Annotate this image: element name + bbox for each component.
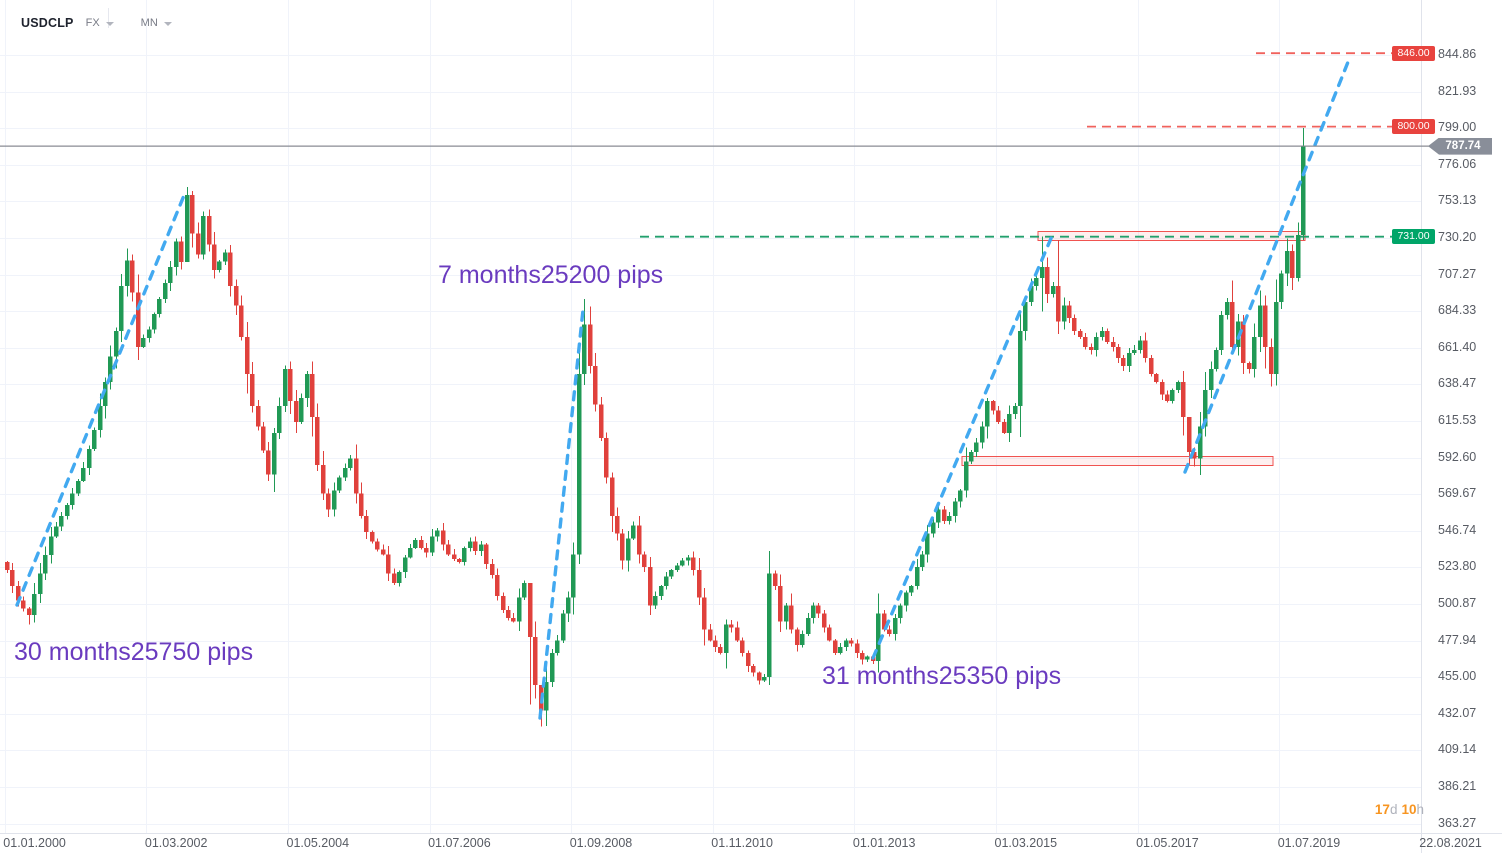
price-axis-label: 799.00 [1438, 120, 1477, 135]
date-axis-label: 01.05.2004 [286, 836, 350, 850]
price-axis-label: 684.33 [1438, 303, 1477, 318]
price-axis-label: 363.27 [1438, 815, 1477, 830]
date-axis-label: 01.01.2000 [3, 836, 66, 850]
price-axis-label: 776.06 [1438, 156, 1477, 171]
date-axis-label: 22.08.2021 [1419, 836, 1482, 850]
price-axis-label: 569.67 [1438, 486, 1477, 501]
price-axis-label: 661.40 [1438, 339, 1477, 354]
chevron-down-icon [163, 21, 172, 26]
trendline-drawing[interactable] [871, 234, 1054, 660]
price-axis-label: 707.27 [1438, 266, 1477, 281]
price-axis-label: 615.53 [1438, 412, 1477, 427]
price-axis-label: 455.00 [1438, 669, 1477, 684]
text-annotation-drawing[interactable]: 31 months25350 pips [822, 662, 1062, 690]
price-axis-label: 477.94 [1438, 632, 1477, 647]
date-axis-label: 01.07.2019 [1277, 836, 1341, 850]
countdown-hours-unit: h [1416, 802, 1424, 817]
price-axis-label: 730.20 [1438, 229, 1477, 244]
target-price-badge: 800.00 [1392, 119, 1435, 135]
price-axis-label: 844.86 [1438, 47, 1477, 61]
price-axis-label: 386.21 [1438, 778, 1477, 793]
price-axis-label: 500.87 [1438, 595, 1477, 610]
date-axis-label: 01.11.2010 [711, 836, 773, 850]
countdown-days-unit: d [1389, 802, 1398, 817]
price-axis-label: 432.07 [1438, 705, 1477, 720]
market-dropdown[interactable]: FX [86, 17, 114, 29]
timeframe-label: MN [140, 17, 158, 29]
candles-layer [5, 128, 1306, 727]
date-axis-label: 01.01.2013 [852, 836, 916, 850]
trendline-drawing[interactable] [538, 308, 585, 720]
text-annotation-drawing[interactable]: 30 months25750 pips [14, 638, 254, 666]
price-axis-label: 546.74 [1438, 522, 1477, 537]
candle-close-countdown: 17d 10h [1375, 802, 1424, 817]
last-price-badge: 787.74 [1428, 137, 1492, 155]
price-axis-label: 638.47 [1438, 376, 1477, 391]
grid-layer [0, 0, 1422, 833]
price-zone-drawing[interactable] [961, 456, 1274, 466]
toolbar-divider [108, 8, 109, 28]
price-axis-label: 523.80 [1438, 559, 1477, 574]
timeframe-dropdown[interactable]: MN [141, 17, 172, 29]
text-annotation-drawing[interactable]: 7 months25200 pips [438, 261, 664, 289]
symbol-button[interactable]: USDCLP [21, 16, 74, 30]
countdown-hours: 10 [1401, 802, 1417, 817]
trendline-drawing[interactable] [15, 191, 187, 607]
date-axis-label: 01.09.2008 [569, 836, 633, 850]
countdown-days: 17 [1374, 802, 1390, 817]
price-axis-label: 821.93 [1438, 83, 1477, 98]
support-price-badge: 731.00 [1392, 229, 1435, 245]
price-axis-label: 753.13 [1438, 193, 1477, 208]
top-toolbar: USDCLP FX MN [21, 11, 172, 35]
target-price-badge: 846.00 [1392, 45, 1435, 61]
market-label: FX [85, 17, 100, 29]
date-axis-label: 01.03.2002 [144, 836, 208, 850]
date-axis-label: 01.05.2017 [1136, 836, 1199, 850]
trendline-drawing[interactable] [1183, 55, 1352, 474]
date-axis-label: 01.03.2015 [994, 836, 1058, 850]
price-axis-label: 592.60 [1438, 449, 1477, 464]
chevron-down-icon [105, 21, 114, 26]
date-axis-label: 01.07.2006 [428, 836, 491, 850]
price-axis-label: 409.14 [1438, 742, 1477, 757]
